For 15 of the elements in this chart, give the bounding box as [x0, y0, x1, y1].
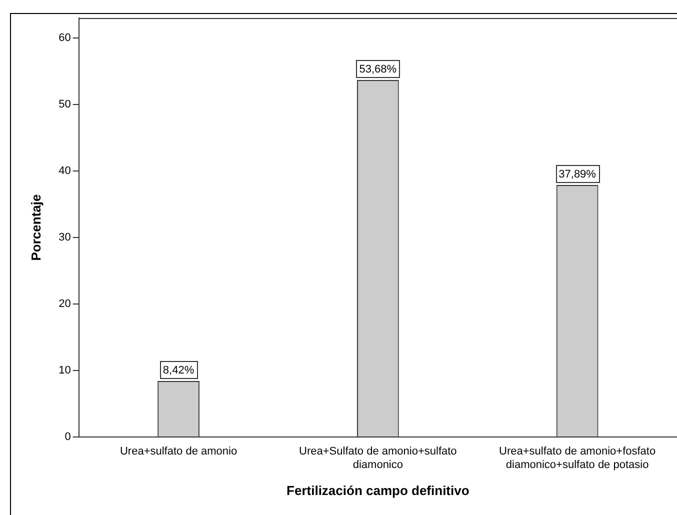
data-label: 8,42% — [162, 364, 194, 377]
x-tick-label: Urea+sulfato de amonio+fosfato diamonico+sulfato de potasio — [499, 446, 656, 471]
x-axis-title: Fertilización campo definitivo — [286, 482, 470, 498]
x-tick-label: Urea+Sulfato de amonio+sulfato diamonico — [299, 446, 457, 471]
y-tick-label: 60 — [58, 32, 71, 44]
data-label: 37,89% — [558, 168, 596, 181]
y-tick-label: 10 — [58, 364, 71, 377]
data-label: 53,68% — [359, 64, 397, 76]
y-tick-label: 40 — [58, 165, 71, 177]
x-tick-label: Urea+sulfato de amonio — [120, 446, 238, 458]
y-tick-label: 20 — [58, 298, 71, 310]
y-axis-title: Porcentaje — [28, 194, 44, 261]
y-tick-label: 50 — [58, 98, 71, 110]
y-tick-label: 0 — [64, 431, 71, 444]
y-tick-label: 30 — [58, 232, 71, 244]
